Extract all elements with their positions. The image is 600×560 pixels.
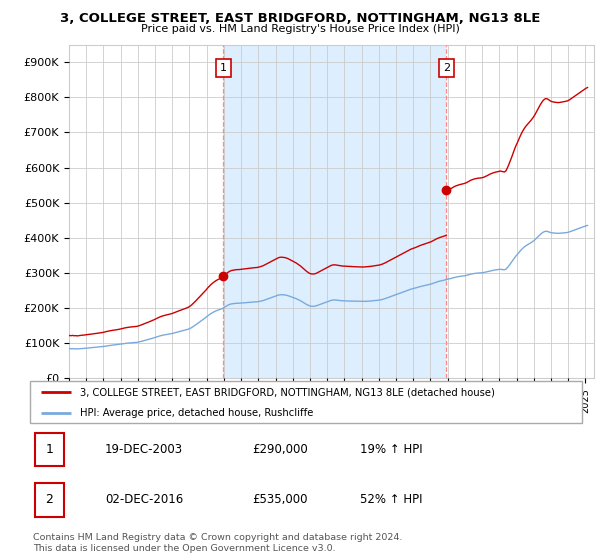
Text: 52% ↑ HPI: 52% ↑ HPI [360,493,422,506]
Text: Contains HM Land Registry data © Crown copyright and database right 2024.
This d: Contains HM Land Registry data © Crown c… [33,533,403,553]
Text: 3, COLLEGE STREET, EAST BRIDGFORD, NOTTINGHAM, NG13 8LE (detached house): 3, COLLEGE STREET, EAST BRIDGFORD, NOTTI… [80,387,494,397]
Text: £535,000: £535,000 [252,493,308,506]
Bar [223,45,446,378]
Text: HPI: Average price, detached house, Rushcliffe: HPI: Average price, detached house, Rush… [80,408,313,418]
Text: 2: 2 [443,63,450,73]
Text: 2: 2 [46,493,53,506]
Text: 19-DEC-2003: 19-DEC-2003 [105,443,183,456]
Text: 1: 1 [46,443,53,456]
Text: £290,000: £290,000 [252,443,308,456]
Text: 19% ↑ HPI: 19% ↑ HPI [360,443,422,456]
Bar [35,483,64,516]
Text: 02-DEC-2016: 02-DEC-2016 [105,493,183,506]
Text: Price paid vs. HM Land Registry's House Price Index (HPI): Price paid vs. HM Land Registry's House … [140,24,460,34]
Text: 3, COLLEGE STREET, EAST BRIDGFORD, NOTTINGHAM, NG13 8LE: 3, COLLEGE STREET, EAST BRIDGFORD, NOTTI… [60,12,540,25]
Text: 1: 1 [220,63,227,73]
Bar [35,432,64,466]
